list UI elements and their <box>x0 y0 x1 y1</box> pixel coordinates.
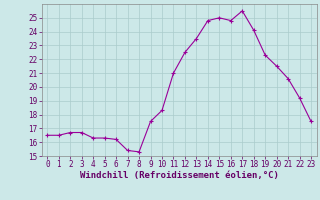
X-axis label: Windchill (Refroidissement éolien,°C): Windchill (Refroidissement éolien,°C) <box>80 171 279 180</box>
